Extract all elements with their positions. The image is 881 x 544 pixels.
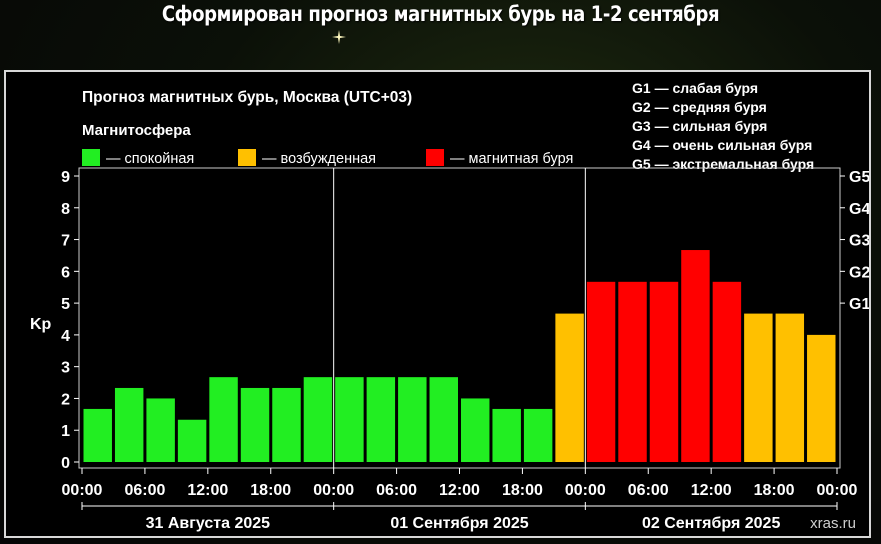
bar-quiet [83,408,112,462]
page-headline: Сформирован прогноз магнитных бурь на 1-… [161,2,720,26]
bar-quiet [240,387,270,462]
day-labels: 31 Августа 2025 01 Сентября 2025 02 Сентяб… [81,502,838,532]
bar-quiet [523,408,553,462]
bar-storm [618,281,647,462]
storm-level-item: G1 — слабая буря [632,80,758,96]
right-tick-label: G3 [849,233,869,250]
y-axis-right: G1 G2 G3 G4 G5 [840,169,870,313]
x-tick-label: 00:00 [817,482,858,499]
storm-level-item: G3 — сильная буря [632,118,767,134]
day-label: 31 Августа 2025 [146,515,271,532]
y-tick-label: 0 [61,455,70,472]
bar-quiet [209,377,238,462]
bar-quiet [177,419,207,462]
forecast-panel: Прогноз магнитных бурь, Москва (UTC+03) … [4,70,871,538]
legend-label-quiet: — спокойная [106,151,194,167]
y-tick-label: 8 [61,201,70,218]
legend-swatch-quiet [82,149,100,166]
y-tick-label: 9 [61,169,70,186]
day-dividers [333,168,586,468]
legend-swatch-storm [426,149,444,166]
kp-forecast-chart: Прогноз магнитных бурь, Москва (UTC+03) … [30,80,870,532]
y-axis-label: Kp [30,316,52,333]
bar-quiet [114,387,144,462]
x-tick-label: 06:00 [124,482,165,499]
right-tick-label: G1 [849,296,869,313]
bar-quiet [461,398,490,462]
bar-quiet [146,398,175,462]
bar-quiet [366,377,396,462]
x-axis: 00:00 06:00 12:00 18:00 00:00 06:00 12:00 18:00… [62,468,858,499]
bar-quiet [303,377,333,462]
bar-storm [586,281,616,462]
bar-excited [775,313,805,462]
storm-level-item: G4 — очень сильная буря [632,137,812,153]
legend-label-excited: — возбужденная [262,151,376,167]
x-tick-label: 18:00 [754,482,795,499]
bar-quiet [398,377,427,462]
bar-excited [807,334,836,462]
legend: — спокойная — возбужденная — магнитная бур… [82,149,573,167]
y-axis-left: 0 1 2 3 4 5 6 7 8 9 [61,169,79,472]
legend-swatch-excited [238,149,256,166]
x-tick-label: 12:00 [187,482,228,499]
legend-label-storm: — магнитная буря [450,151,573,167]
bar-quiet [335,377,364,462]
day-label: 02 Сентября 2025 [642,515,780,532]
x-tick-label: 18:00 [502,482,543,499]
bar-quiet [429,377,458,462]
y-tick-label: 4 [61,328,70,345]
right-tick-label: G5 [849,169,869,186]
bar-excited [555,313,584,462]
y-tick-label: 6 [61,264,70,281]
bar-quiet [492,408,521,462]
x-tick-label: 12:00 [439,482,480,499]
bar-storm [649,281,679,462]
sparkle-star-icon [332,30,346,44]
bar-storm [681,250,710,462]
chart-title: Прогноз магнитных бурь, Москва (UTC+03) [82,89,412,106]
y-tick-label: 3 [61,360,70,377]
y-tick-label: 2 [61,391,70,408]
y-tick-label: 7 [61,233,70,250]
bar-series [83,250,836,462]
x-tick-label: 00:00 [62,482,103,499]
x-tick-label: 00:00 [313,482,354,499]
right-tick-label: G4 [849,201,869,218]
right-tick-label: G2 [849,264,869,281]
day-label: 01 Сентября 2025 [390,515,528,532]
watermark: xras.ru [810,515,856,532]
x-tick-label: 18:00 [250,482,291,499]
storm-level-item: G5 — экстремальная буря [632,156,814,172]
storm-level-list: G1 — слабая буря G2 — средняя буря G3 — си… [632,80,814,172]
legend-heading: Магнитосфера [82,122,191,139]
bar-storm [712,281,742,462]
x-tick-label: 06:00 [628,482,669,499]
x-tick-label: 12:00 [691,482,732,499]
bar-excited [744,313,773,462]
storm-level-item: G2 — средняя буря [632,99,767,115]
y-tick-label: 5 [61,296,70,313]
x-tick-label: 06:00 [376,482,417,499]
y-tick-label: 1 [61,423,70,440]
x-tick-label: 00:00 [565,482,606,499]
bar-quiet [272,387,301,462]
